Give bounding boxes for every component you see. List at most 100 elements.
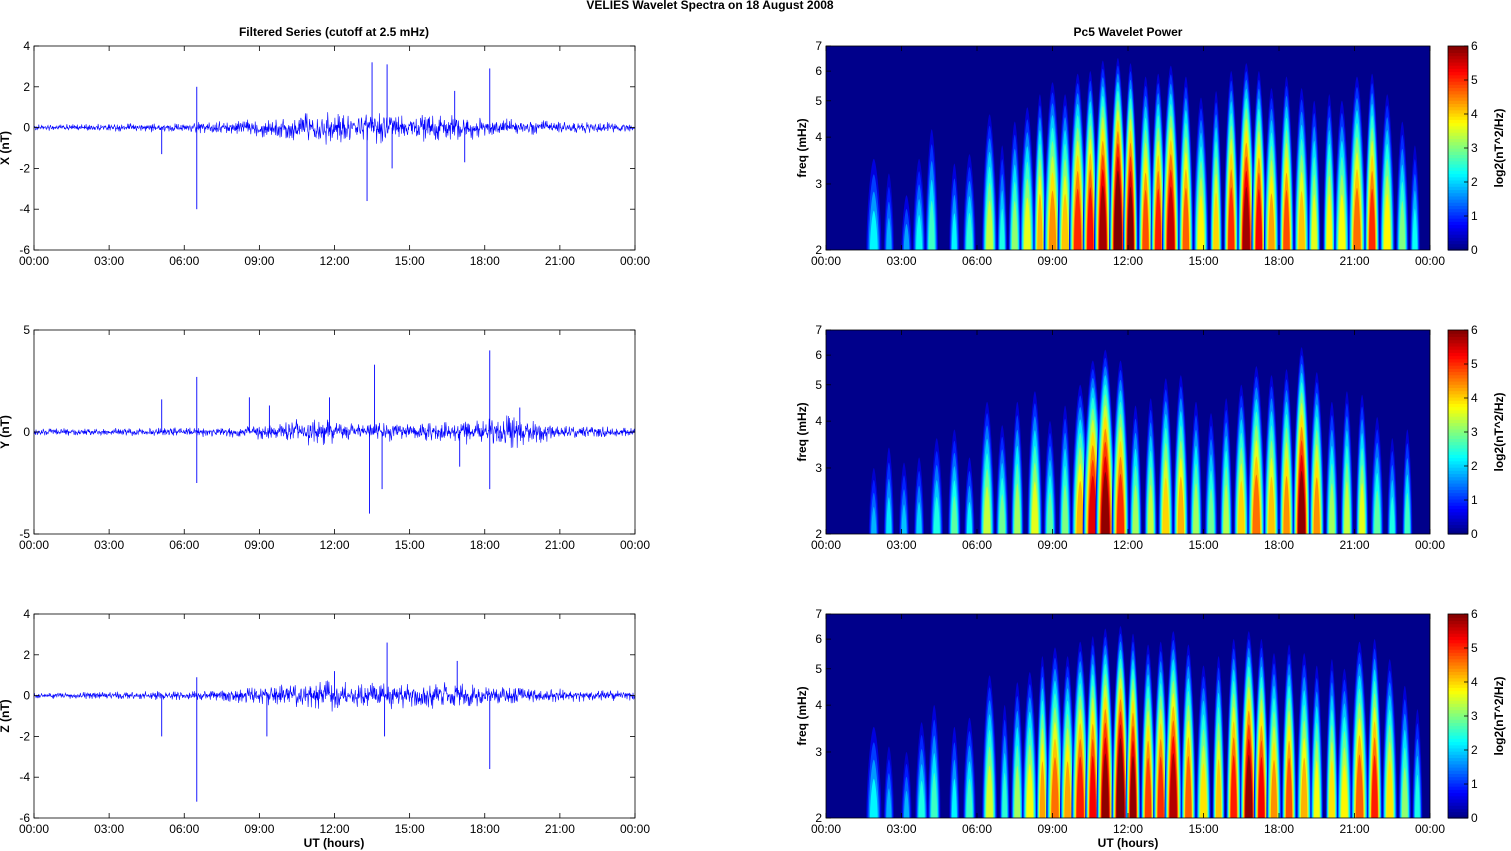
wavelet-panel-1-y-tick-label: 3: [815, 177, 822, 191]
wavelet-panel-1-x-tick-label: 21:00: [1339, 254, 1369, 268]
wavelet-panel-1-colorbar-step: [1448, 100, 1468, 104]
wavelet-panel-2-colorbar-step: [1448, 447, 1468, 452]
wavelet-panel-1-colorbar-step: [1448, 46, 1468, 50]
wavelet-panel-2-power-blob: [1252, 474, 1261, 534]
wavelet-panel-3-power-blob: [1415, 774, 1420, 818]
wavelet-panel-2-colorbar-step: [1448, 371, 1468, 376]
wavelet-panel-1-colorbar-step: [1448, 128, 1468, 133]
wavelet-panel-3-power-blob: [1039, 761, 1046, 818]
series-panel-3-background: [34, 614, 635, 818]
wavelet-panel-2-colorbar-step: [1448, 473, 1468, 478]
wavelet-panel-1-colorbar-step: [1448, 81, 1468, 85]
series-panel-2-x-tick-label: 09:00: [244, 538, 274, 552]
wavelet-panel-3-power-blob: [1169, 753, 1177, 818]
wavelet-panel-1-power-blob: [869, 210, 878, 250]
wavelet-panel-1-colorbar-step: [1448, 119, 1468, 124]
wavelet-panel-1-colorbar-step: [1448, 116, 1468, 120]
wavelet-panel-2-power-blob: [1283, 476, 1290, 534]
wavelet-panel-3-colorbar-step: [1448, 757, 1468, 762]
wavelet-panel-2-y-tick-label: 6: [815, 348, 822, 362]
wavelet-panel-3-power-blob: [1314, 760, 1320, 818]
wavelet-panel-1-colorbar-step: [1448, 170, 1468, 175]
series-panel-2: 50-500:00 03:00 06:00 09:00 12:00 15:00 18:00 2…: [0, 323, 650, 552]
wavelet-panel-1-power-blob: [1298, 191, 1305, 250]
wavelet-panel-2-colorbar-step: [1448, 483, 1468, 487]
series-panel-2-y-tick-label: -5: [19, 527, 30, 541]
wavelet-panel-2-power-blob: [1389, 496, 1395, 534]
wavelet-panel-1-power-blob: [1167, 186, 1175, 250]
wavelet-panel-2-power-blob: [901, 504, 907, 534]
wavelet-panel-2-colorbar-step: [1448, 524, 1468, 529]
wavelet-panel-1-colorbar-step: [1448, 151, 1468, 155]
wavelet-panel-1-power-blob: [1127, 186, 1134, 250]
wavelet-panel-1-power-blob: [986, 200, 993, 250]
wavelet-panel-2-power-blob: [1088, 475, 1097, 534]
wavelet-panel-1-colorbar-tick-label: 2: [1471, 175, 1478, 189]
wavelet-panel-2-x-tick-label: 06:00: [962, 538, 992, 552]
series-panel-2-trace: [33, 415, 636, 448]
wavelet-panel-2-x-tick-label: 09:00: [1037, 538, 1067, 552]
wavelet-panel-2-colorbar-step: [1448, 422, 1468, 427]
wavelet-panel-1-power-blob: [886, 218, 892, 250]
wavelet-panel-3-colorbar-step: [1448, 786, 1468, 790]
wavelet-panel-2-power-blob: [1208, 488, 1214, 534]
wavelet-panel-3-colorbar-step: [1448, 620, 1468, 625]
wavelet-panel-3-power-blob: [1401, 767, 1408, 818]
wavelet-panel-2-colorbar-step: [1448, 467, 1468, 471]
wavelet-panel-1-power-blob: [1242, 186, 1250, 250]
wavelet-panel-3-colorbar-tick-label: 6: [1471, 607, 1478, 621]
series-panel-1-y-tick-label: 2: [23, 80, 30, 94]
wavelet-panel-3-x-tick-label: 00:00: [1415, 822, 1445, 836]
wavelet-panel-1-colorbar-step: [1448, 103, 1468, 108]
series-panel-1-x-tick-label: 00:00: [620, 254, 650, 268]
wavelet-panel-2-colorbar-step: [1448, 457, 1468, 462]
wavelet-panel-1-power-blob: [1412, 208, 1418, 250]
series-panel-3-x-tick-label: 09:00: [244, 822, 274, 836]
wavelet-panel-2-colorbar-step: [1448, 444, 1468, 449]
wavelet-panel-3-power-field: [866, 626, 1423, 818]
wavelet-panel-1-colorbar-step: [1448, 240, 1468, 245]
wavelet-panel-2-colorbar-step: [1448, 425, 1468, 430]
wavelet-panel-1-colorbar-step: [1448, 176, 1468, 181]
wavelet-panel-3-colorbar-step: [1448, 614, 1468, 618]
wavelet-panel-3-colorbar-tick-label: 3: [1471, 709, 1478, 723]
wavelet-panel-3-power-blob: [1145, 757, 1152, 818]
wavelet-panel-2-colorbar-step: [1448, 368, 1468, 373]
wavelet-panel-2-colorbar-step: [1448, 495, 1468, 500]
series-panel-2-y-axis-label: Y (nT): [0, 415, 12, 449]
wavelet-panel-1-colorbar-step: [1448, 221, 1468, 226]
wavelet-panel-1-power-blob: [1353, 187, 1361, 250]
wavelet-panel-1-colorbar-step: [1448, 186, 1468, 191]
wavelet-panel-2-colorbar-step: [1448, 336, 1468, 341]
wavelet-panel-1-colorbar-step: [1448, 112, 1468, 117]
wavelet-panel-1-colorbar-step: [1448, 97, 1468, 101]
wavelet-panel-2-colorbar-tick-label: 6: [1471, 323, 1478, 337]
wavelet-panel-3-colorbar-step: [1448, 655, 1468, 660]
wavelet-panel-1-colorbar-step: [1448, 49, 1468, 53]
wavelet-panel-1-power-blob: [1283, 189, 1290, 250]
wavelet-panel-3-colorbar-step: [1448, 706, 1468, 711]
series-panel-2-x-tick-label: 06:00: [169, 538, 199, 552]
left-column-title: Filtered Series (cutoff at 2.5 mHz): [239, 25, 429, 39]
series-panel-2-y-tick-label: 0: [23, 425, 30, 439]
wavelet-panel-3-x-tick-label: 12:00: [1113, 822, 1143, 836]
wavelet-panel-1-colorbar-step: [1448, 122, 1468, 127]
wavelet-panel-1-x-tick-label: 09:00: [1037, 254, 1067, 268]
series-panel-1-trace: [33, 112, 636, 145]
wavelet-panel-3-y-axis-label: freq (mHz): [795, 686, 809, 745]
wavelet-panel-2-power-blob: [1147, 484, 1154, 534]
wavelet-panel-3-power-blob: [1130, 756, 1137, 818]
wavelet-panel-1-colorbar-step: [1448, 141, 1468, 146]
wavelet-panel-1-colorbar-tick-label: 4: [1471, 107, 1478, 121]
wavelet-panel-3-power-blob: [1270, 760, 1278, 818]
wavelet-panel-1-power-blob: [951, 213, 957, 250]
wavelet-panel-2-colorbar-step: [1448, 454, 1468, 459]
wavelet-panel-3-colorbar-step: [1448, 626, 1468, 631]
wavelet-panel-3-colorbar-step: [1448, 642, 1468, 647]
wavelet-panel-2-colorbar-step: [1448, 358, 1468, 363]
wavelet-panel-1-y-tick-label: 5: [815, 94, 822, 108]
wavelet-panel-1-power-blob: [1326, 194, 1332, 250]
wavelet-panel-2-power-blob: [1298, 470, 1306, 534]
wavelet-panel-3-colorbar-step: [1448, 677, 1468, 682]
